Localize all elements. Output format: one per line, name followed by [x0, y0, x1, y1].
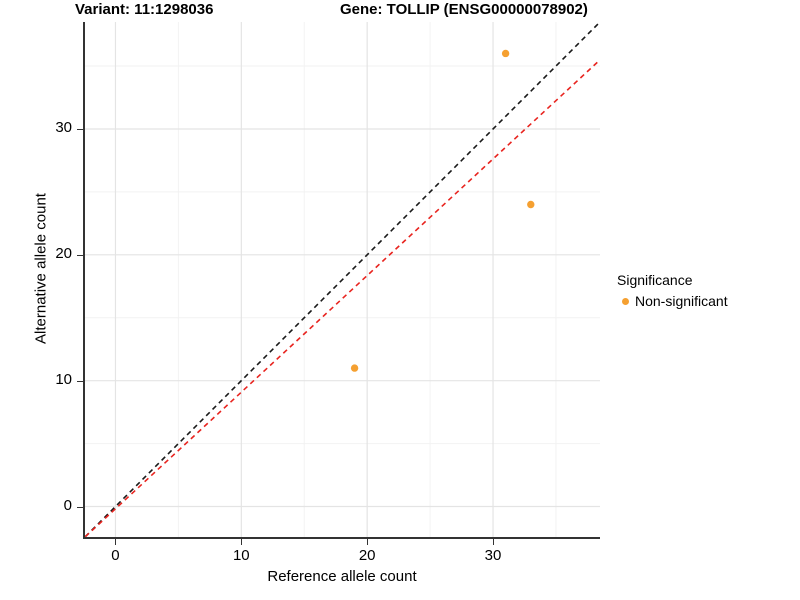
x-tick-mark	[115, 539, 117, 545]
x-tick-label: 30	[484, 547, 502, 564]
y-axis-line	[83, 22, 85, 539]
y-tick-mark	[77, 380, 83, 382]
y-tick-label: 10	[55, 370, 72, 388]
y-tick-label: 0	[63, 496, 72, 514]
legend-items: Non-significant	[617, 292, 797, 310]
y-tick-label: 30	[55, 118, 72, 136]
identity-line	[84, 22, 600, 538]
y-tick-mark	[77, 128, 83, 130]
plot-panel	[84, 22, 600, 538]
y-axis-title: Alternative allele count	[32, 193, 50, 344]
x-axis-line	[84, 537, 600, 539]
x-axis-title: Reference allele count	[267, 568, 417, 585]
legend-key	[617, 293, 633, 309]
y-tick-label: 20	[55, 244, 72, 262]
y-tick-mark	[77, 254, 83, 256]
x-tick-mark	[493, 539, 495, 545]
legend-item-label: Non-significant	[635, 293, 728, 309]
series-non-significant	[350, 49, 535, 372]
data-point[interactable]	[350, 364, 359, 372]
x-tick-label: 10	[232, 547, 250, 564]
chart-title-bar: Variant: 11:1298036 Gene: TOLLIP (ENSG00…	[0, 0, 800, 22]
x-tick-mark	[367, 539, 369, 545]
legend-title: Significance	[617, 272, 693, 288]
scatter-plot-canvas	[84, 22, 600, 538]
x-tick-label: 0	[111, 547, 120, 564]
legend-item[interactable]: Non-significant	[617, 292, 797, 310]
legend-point-icon	[621, 297, 629, 305]
x-tick-mark	[241, 539, 243, 545]
variant-title: Variant: 11:1298036	[75, 1, 214, 18]
x-tick-label: 20	[358, 547, 376, 564]
gene-title: Gene: TOLLIP (ENSG00000078902)	[340, 1, 588, 18]
legend: Significance Non-significant	[617, 272, 797, 310]
data-point[interactable]	[527, 200, 535, 209]
y-tick-mark	[77, 506, 83, 508]
data-point[interactable]	[501, 49, 510, 58]
